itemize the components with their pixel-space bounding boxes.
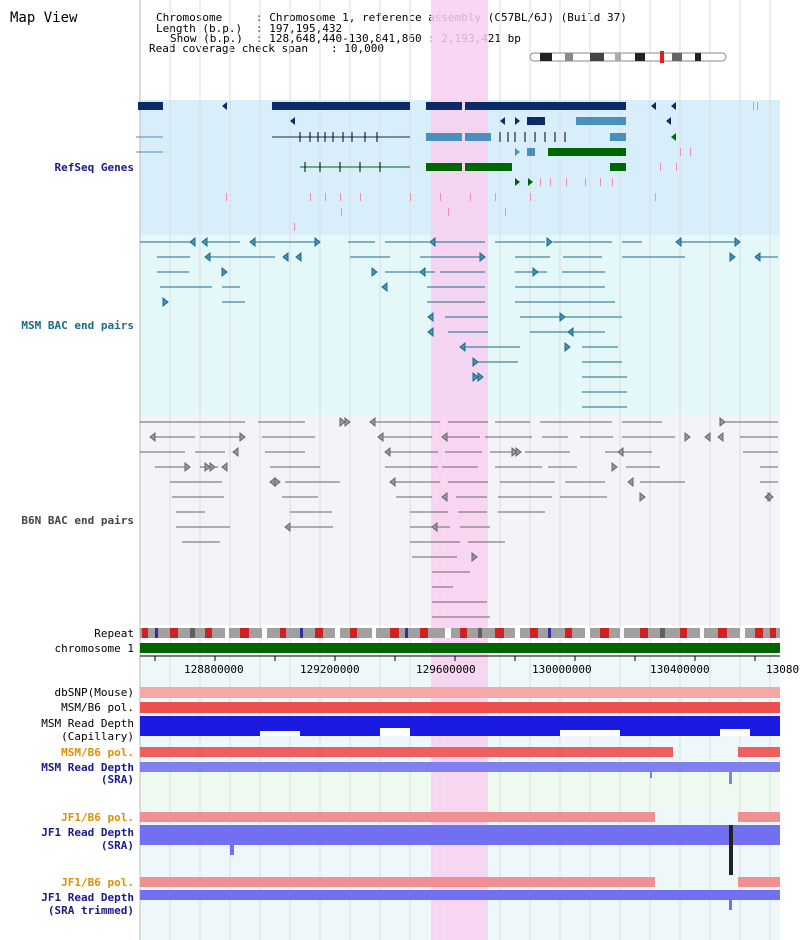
track-label-msm-b6-pol[interactable]: MSM/B6 pol. bbox=[61, 701, 134, 714]
dbsnp-track[interactable] bbox=[140, 687, 780, 698]
track-label-jf1-depth-sub: (SRA) bbox=[100, 839, 134, 852]
track-label-jf1-depth-trim[interactable]: JF1 Read Depth bbox=[41, 891, 134, 904]
track-label-msm-depth-cap[interactable]: MSM Read Depth bbox=[41, 717, 134, 730]
repeat-track[interactable] bbox=[140, 628, 780, 638]
track-label-jf1-b6-pol[interactable]: JF1/B6 pol. bbox=[61, 811, 134, 824]
page-title: Map View bbox=[10, 10, 78, 26]
track-label-chromosome[interactable]: chromosome 1 bbox=[54, 642, 134, 655]
refseq-gene-features[interactable] bbox=[136, 102, 758, 231]
jf1-depth-track[interactable] bbox=[140, 825, 780, 845]
msm-depth-capillary-track[interactable] bbox=[140, 716, 780, 736]
track-label-jf1-b6-pol-2[interactable]: JF1/B6 pol. bbox=[61, 876, 134, 889]
axis-tick-label: 129600000 bbox=[416, 663, 476, 676]
vertical-grid bbox=[139, 0, 771, 940]
track-label-jf1-depth[interactable]: JF1 Read Depth bbox=[41, 826, 134, 839]
track-label-jf1-depth-trim-sub: (SRA trimmed) bbox=[47, 904, 134, 917]
position-axis bbox=[140, 655, 780, 661]
jf1-b6-pol-2-track[interactable] bbox=[140, 877, 655, 887]
track-label-dbsnp[interactable]: dbSNP(Mouse) bbox=[54, 686, 134, 699]
msm-depth-sra-track[interactable] bbox=[140, 762, 780, 772]
track-label-msm-bac[interactable]: MSM BAC end pairs bbox=[21, 319, 134, 332]
track-label-b6n-bac[interactable]: B6N BAC end pairs bbox=[21, 514, 134, 527]
track-label-repeat[interactable]: Repeat bbox=[94, 627, 134, 640]
msm-bac-pairs[interactable] bbox=[140, 236, 778, 408]
length-key: Length (b.p.) bbox=[156, 22, 243, 35]
track-label-msm-depth-cap-sub: (Capillary) bbox=[61, 730, 134, 743]
coverage-value: : 10,000 bbox=[331, 42, 384, 55]
show-key: Show (b.p.) bbox=[170, 32, 243, 45]
msm-b6-pol-track[interactable] bbox=[140, 702, 780, 713]
coverage-key: Read coverage check span bbox=[149, 42, 308, 55]
chromosome-ideogram[interactable] bbox=[529, 51, 727, 63]
b6n-bac-pairs[interactable] bbox=[140, 416, 778, 618]
length-value: : 197,195,432 bbox=[256, 22, 343, 35]
track-label-msm-depth-sra[interactable]: MSM Read Depth bbox=[41, 761, 134, 774]
jf1-b6-pol-track[interactable] bbox=[140, 812, 655, 822]
axis-tick-label: 128800000 bbox=[184, 663, 244, 676]
track-label-refseq[interactable]: RefSeq Genes bbox=[54, 161, 134, 174]
jf1-depth-trim-track[interactable] bbox=[140, 890, 780, 900]
msm-b6-pol-2-track[interactable] bbox=[140, 747, 673, 757]
axis-tick-label: 130400000 bbox=[650, 663, 710, 676]
chromosome-key: Chromosome bbox=[156, 11, 223, 24]
chromosome-bar[interactable] bbox=[140, 643, 780, 653]
axis-tick-label: 13080 bbox=[766, 663, 800, 676]
axis-tick-label: 130000000 bbox=[532, 663, 592, 676]
track-label-msm-b6-pol-2[interactable]: MSM/B6 pol. bbox=[61, 746, 134, 759]
axis-tick-label: 129200000 bbox=[300, 663, 360, 676]
track-label-msm-depth-sra-sub: (SRA) bbox=[100, 773, 134, 786]
selection-highlight[interactable] bbox=[431, 0, 488, 940]
